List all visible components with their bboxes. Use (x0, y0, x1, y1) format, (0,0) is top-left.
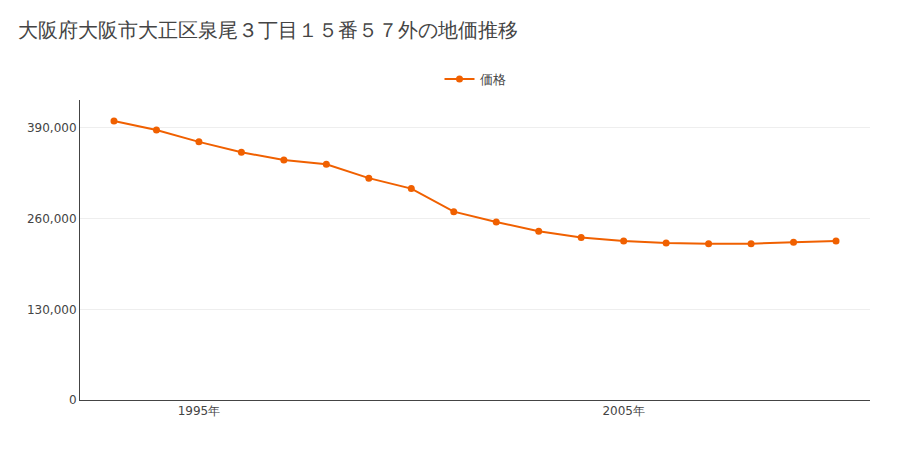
svg-text:大阪府大阪市大正区泉尾３丁目１５番５７外の地価推移: 大阪府大阪市大正区泉尾３丁目１５番５７外の地価推移 (18, 18, 518, 42)
svg-text:1995年: 1995年 (178, 404, 221, 418)
svg-text:0: 0 (69, 393, 77, 407)
svg-text:130,000: 130,000 (27, 303, 77, 317)
svg-text:価格: 価格 (480, 72, 506, 87)
svg-text:390,000: 390,000 (27, 121, 77, 135)
svg-text:260,000: 260,000 (27, 212, 77, 226)
svg-text:2005年: 2005年 (602, 404, 645, 418)
